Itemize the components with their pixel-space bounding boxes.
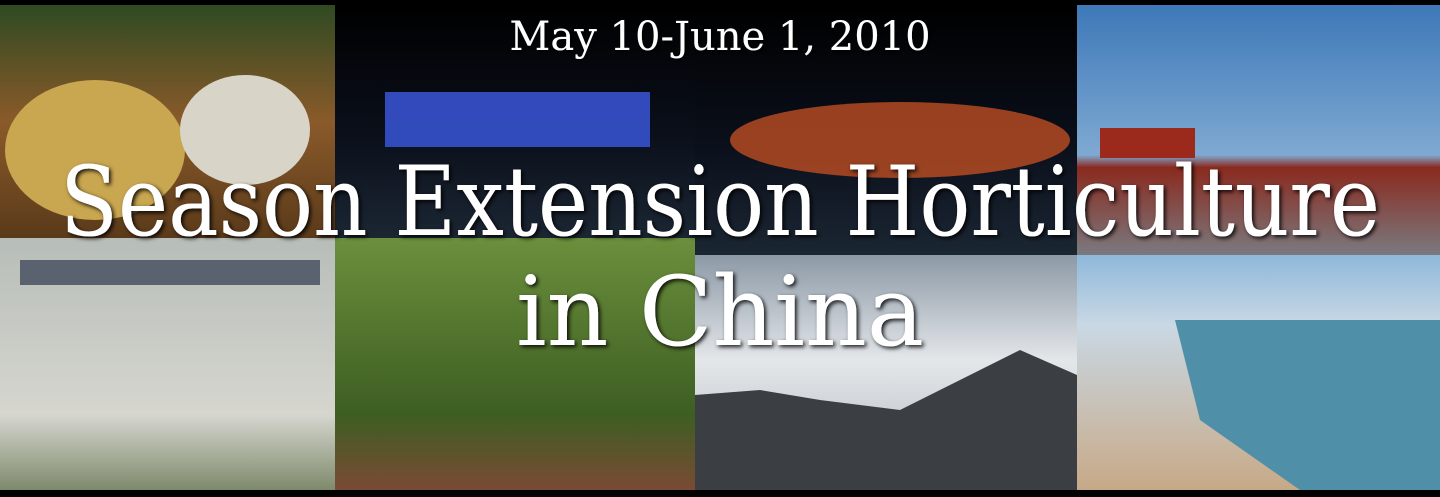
water-cube (385, 92, 650, 147)
photo-peppers (335, 238, 695, 490)
gate-roof (20, 260, 320, 285)
sea (1175, 320, 1440, 490)
rooster (5, 80, 185, 220)
photo-collage (0, 5, 1440, 490)
mountains (695, 350, 1077, 490)
title: in China (516, 256, 924, 368)
date: May 10-June 1, 2010 (509, 14, 930, 60)
title: Season Extension Horticulture (60, 146, 1380, 258)
hen (180, 75, 310, 185)
birds-nest (730, 102, 1070, 178)
gate-tower (1100, 128, 1195, 158)
